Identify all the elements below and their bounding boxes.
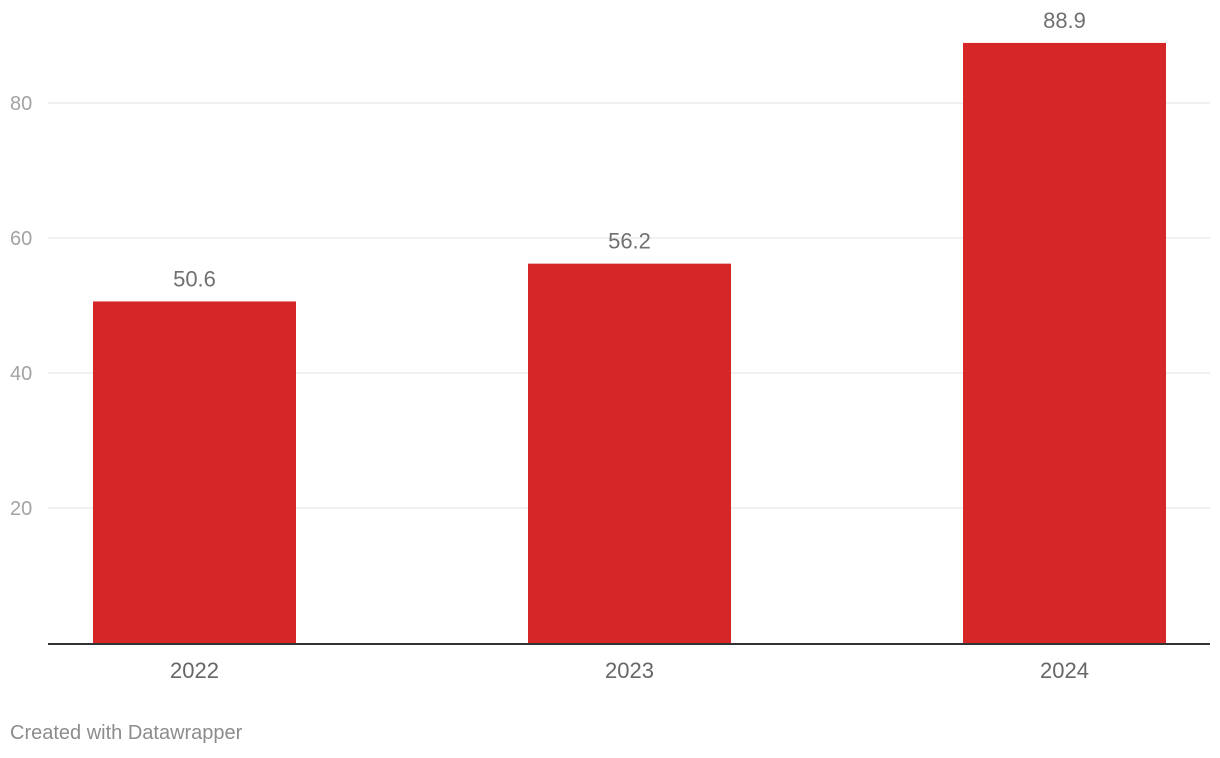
value-label-2022: 50.6 — [173, 266, 216, 291]
value-label-2023: 56.2 — [608, 229, 651, 254]
x-axis-ticks: 2022 2023 2024 — [170, 658, 1089, 683]
y-tick-label-40: 40 — [10, 363, 32, 385]
value-labels: 50.6 56.2 88.9 — [173, 8, 1086, 292]
bar-2022 — [93, 301, 296, 643]
bar-2024 — [963, 42, 1166, 644]
value-label-2024: 88.9 — [1043, 8, 1086, 33]
y-tick-label-20: 20 — [10, 498, 32, 520]
y-tick-label-80: 80 — [10, 93, 32, 115]
x-tick-label-2022: 2022 — [170, 658, 219, 683]
bars — [93, 42, 1166, 644]
x-tick-label-2023: 2023 — [605, 658, 654, 683]
bar-chart: 20 40 60 80 50.6 56.2 88.9 2022 2023 2024 — [10, 8, 1210, 683]
x-tick-label-2024: 2024 — [1040, 658, 1089, 683]
y-tick-label-60: 60 — [10, 228, 32, 250]
bar-2023 — [528, 263, 731, 643]
datawrapper-credit: Created with Datawrapper — [10, 722, 243, 744]
